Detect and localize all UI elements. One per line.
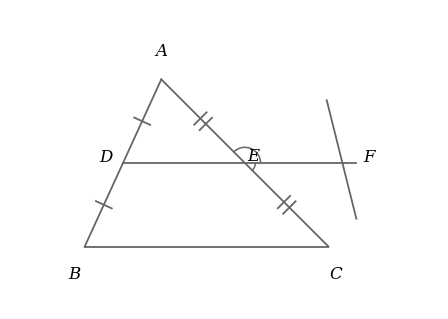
Text: D: D [99, 149, 112, 166]
Text: F: F [363, 149, 374, 166]
Text: C: C [329, 266, 342, 283]
Text: A: A [155, 43, 167, 60]
Text: E: E [248, 147, 260, 165]
Text: B: B [68, 266, 80, 283]
